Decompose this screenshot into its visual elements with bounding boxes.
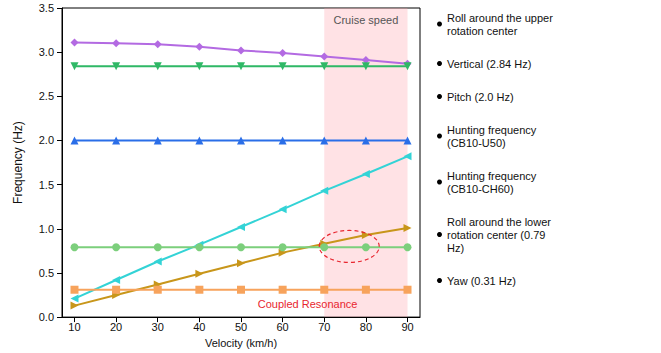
svg-text:Yaw (0.31 Hz): Yaw (0.31 Hz) (447, 275, 516, 287)
svg-text:Velocity (km/h): Velocity (km/h) (205, 337, 277, 349)
svg-text:Coupled Resonance: Coupled Resonance (258, 298, 358, 310)
svg-text:50: 50 (235, 321, 247, 333)
svg-text:60: 60 (277, 321, 289, 333)
svg-text:0.0: 0.0 (39, 311, 54, 323)
svg-text:30: 30 (152, 321, 164, 333)
svg-text:Cruise speed: Cruise speed (333, 14, 398, 26)
svg-text:(CB10-U50): (CB10-U50) (447, 137, 506, 149)
svg-text:3.5: 3.5 (39, 2, 54, 14)
svg-text:0.5: 0.5 (39, 267, 54, 279)
svg-text:20: 20 (110, 321, 122, 333)
svg-text:1.0: 1.0 (39, 223, 54, 235)
svg-text:rotation center (0.79: rotation center (0.79 (447, 229, 549, 241)
svg-text:2.5: 2.5 (39, 90, 54, 102)
svg-text:80: 80 (360, 321, 372, 333)
svg-text:2.0: 2.0 (39, 134, 54, 146)
svg-text:90: 90 (401, 321, 413, 333)
svg-text:70: 70 (318, 321, 330, 333)
svg-text:3.0: 3.0 (39, 46, 54, 58)
svg-text:rotation center: rotation center (447, 25, 518, 37)
svg-text:Roll around the lower: Roll around the lower (447, 216, 554, 228)
svg-text:10: 10 (68, 321, 80, 333)
svg-text:Vertical (2.84 Hz): Vertical (2.84 Hz) (447, 58, 531, 70)
svg-text:Hunting frequency: Hunting frequency (447, 124, 539, 136)
svg-text:Roll around the upper: Roll around the upper (447, 12, 556, 24)
svg-text:Pitch (2.0 Hz): Pitch (2.0 Hz) (447, 91, 514, 103)
svg-text:Hunting frequency: Hunting frequency (447, 170, 539, 182)
svg-text:40: 40 (193, 321, 205, 333)
svg-text:1.5: 1.5 (39, 179, 54, 191)
svg-text:Frequency (Hz): Frequency (Hz) (11, 121, 25, 204)
svg-text:(CB10-CH60): (CB10-CH60) (447, 183, 514, 195)
svg-text:Hz): Hz) (447, 242, 464, 254)
